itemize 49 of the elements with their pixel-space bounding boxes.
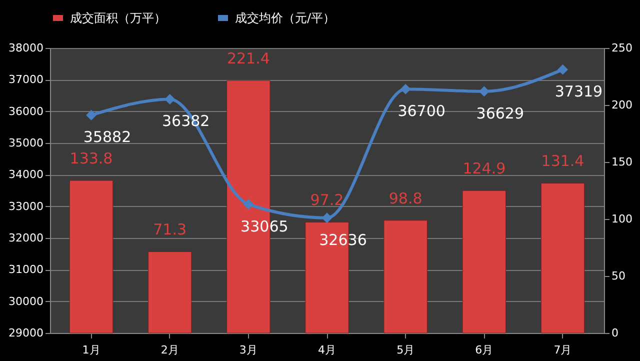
data-label: 131.4 [541, 152, 584, 170]
data-label: 221.4 [226, 50, 270, 68]
data-label: 36700 [398, 102, 446, 120]
y2-tick-label: 250 [612, 42, 632, 54]
bar [462, 190, 506, 334]
point [558, 64, 568, 75]
data-label: 32636 [319, 230, 367, 249]
y-tick-label: 34000 [8, 168, 44, 182]
point [164, 94, 176, 104]
point [86, 110, 96, 120]
legend-label: 成交均价（元/平） [235, 11, 336, 25]
data-label: 133.8 [70, 149, 113, 168]
data-label: 98.8 [388, 189, 422, 208]
y-tick-label: 31000 [8, 263, 44, 276]
y2-tick-label: 200 [612, 98, 632, 112]
x-tick-label: 3月 [239, 344, 258, 356]
data-label: 124.9 [462, 160, 506, 178]
y-tick-label: 38000 [8, 42, 44, 54]
x-tick-label: 1月 [82, 344, 100, 356]
data-label: 36629 [476, 104, 524, 122]
y-tick-label: 35000 [8, 136, 44, 150]
data-label: 71.3 [153, 220, 187, 239]
data-label: 35882 [83, 128, 132, 146]
y-tick-label: 36000 [8, 104, 44, 118]
data-label: 37319 [554, 82, 603, 101]
bar [540, 182, 585, 334]
x-tick-label: 7月 [554, 344, 572, 356]
y-tick-label: 29000 [8, 326, 44, 340]
y-tick-label: 37000 [8, 73, 44, 86]
data-label: 97.2 [310, 191, 344, 210]
y-tick-label: 32000 [8, 232, 44, 244]
y-tick-label: 33000 [8, 200, 44, 213]
y2-tick-label: 0 [612, 326, 618, 340]
bar [148, 251, 192, 334]
x-tick-label: 5月 [396, 344, 415, 356]
y2-tick-label: 150 [612, 156, 632, 168]
bar [384, 220, 428, 334]
point [322, 212, 332, 224]
x-tick-label: 4月 [318, 344, 336, 356]
x-tick-label: 6月 [475, 344, 494, 356]
y2-tick-label: 100 [612, 212, 632, 226]
x-tick-label: 2月 [160, 344, 179, 356]
point [400, 84, 411, 94]
legend-label: 成交面积（万平） [70, 11, 166, 25]
bar [69, 180, 114, 334]
point [478, 86, 490, 97]
point [243, 199, 254, 210]
y2-tick-label: 50 [612, 270, 626, 282]
y-tick-label: 30000 [8, 294, 44, 308]
